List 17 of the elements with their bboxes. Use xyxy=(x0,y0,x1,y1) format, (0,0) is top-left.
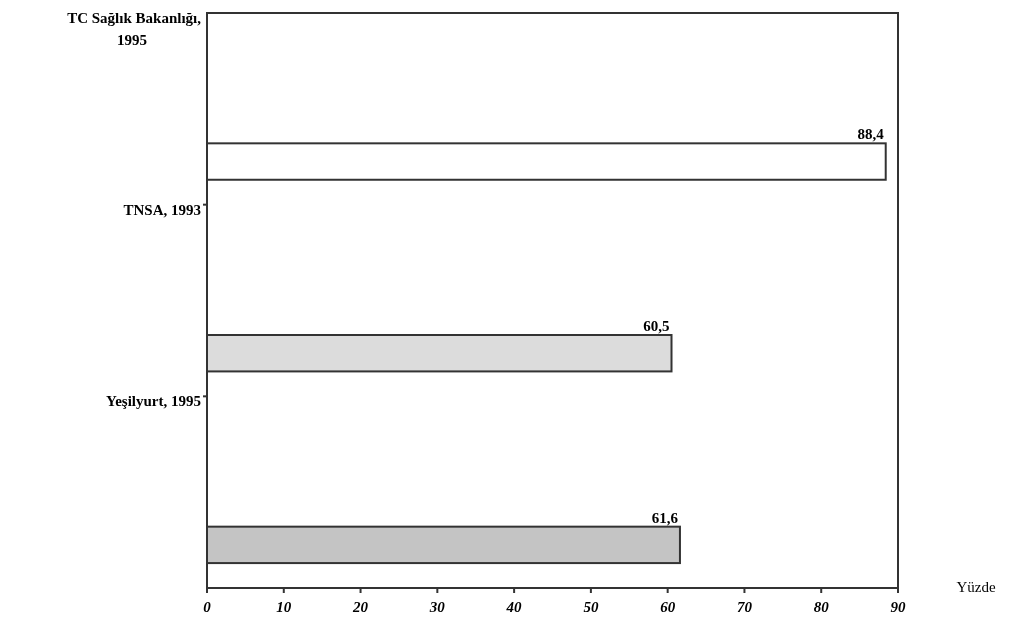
y-tick-label: Yeşilyurt, 1995 xyxy=(106,393,201,410)
x-tick-label: 50 xyxy=(583,599,599,615)
data-label: 60,5 xyxy=(643,318,670,334)
data-label: 88,4 xyxy=(857,126,885,143)
data-label: 61,6 xyxy=(651,509,679,526)
y-tick-label: TNSA, 1993 xyxy=(123,201,201,218)
x-tick-label: 80 xyxy=(813,599,830,615)
x-axis-title: Yüzde xyxy=(956,579,996,595)
x-tick-label: 60 xyxy=(660,599,676,615)
x-tick-label: 20 xyxy=(352,599,369,615)
y-tick-label: TC Sağlık Bakanlığı, 1995 xyxy=(67,10,202,48)
x-tick-label: 0 xyxy=(203,599,212,615)
x-tick-label: 40 xyxy=(505,599,523,615)
x-tick-label: 30 xyxy=(428,599,446,615)
x-tick-label: 10 xyxy=(276,599,292,615)
x-tick-label: 70 xyxy=(736,599,753,615)
x-tick-label: 90 xyxy=(890,599,906,615)
